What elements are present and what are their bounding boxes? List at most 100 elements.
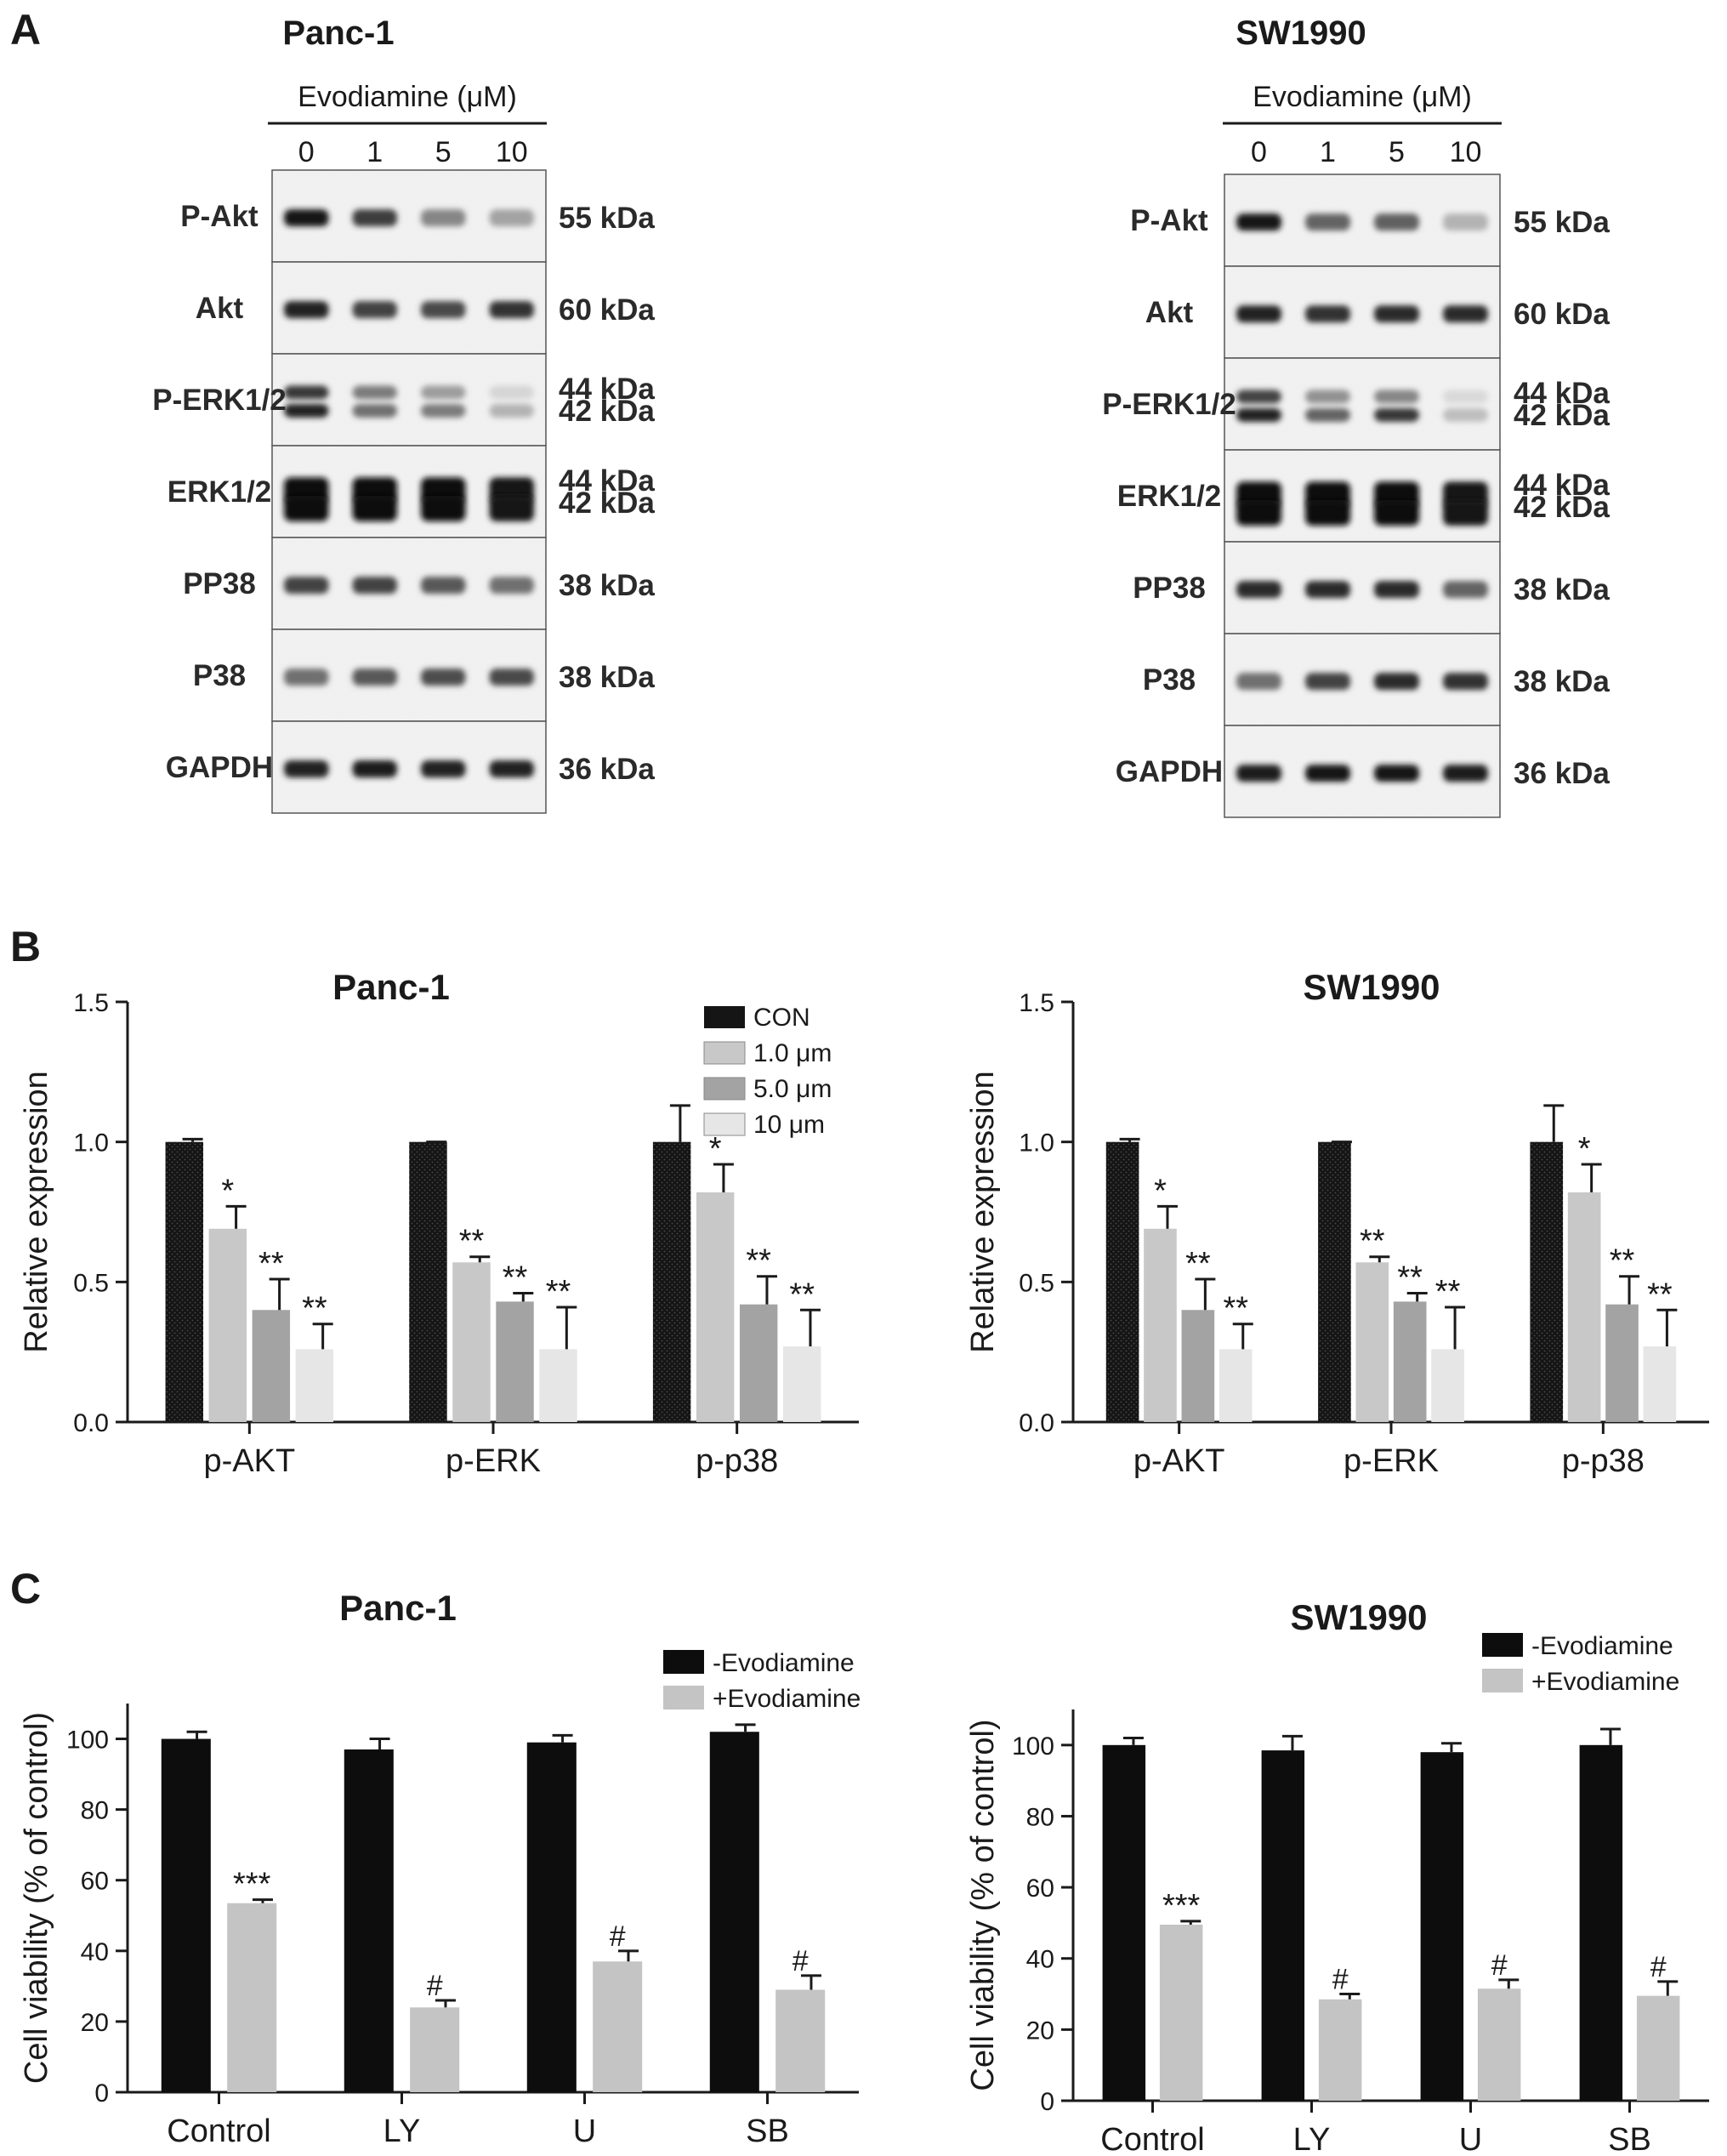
size-label: 55 kDa bbox=[1514, 206, 1610, 239]
bar bbox=[410, 2007, 460, 2092]
x-tick-label: LY bbox=[383, 2113, 421, 2149]
bar bbox=[1431, 1349, 1464, 1422]
blot-band bbox=[1236, 673, 1281, 691]
x-tick-label: p-p38 bbox=[1562, 1443, 1645, 1479]
blot-band bbox=[421, 403, 466, 418]
blot-row: P38 38 kDa bbox=[193, 629, 655, 722]
blot-band bbox=[1374, 390, 1419, 404]
blot-band bbox=[421, 385, 466, 400]
western-blot-sw1990: SW1990 Evodiamine (μM) 0 1 5 10 P-Akt 55 kDa Akt… bbox=[1102, 14, 1610, 818]
significance-mark: ** bbox=[1223, 1291, 1248, 1327]
lane-label: 10 bbox=[496, 136, 528, 168]
y-tick-label: 80 bbox=[1026, 1803, 1054, 1831]
size-label: 55 kDa bbox=[559, 202, 655, 235]
y-tick-label: 1.5 bbox=[73, 989, 109, 1017]
size-label: 36 kDa bbox=[559, 753, 655, 786]
protein-label: PP38 bbox=[1133, 572, 1206, 605]
bar bbox=[1636, 1995, 1680, 2101]
blot-band bbox=[1443, 499, 1488, 526]
bar bbox=[1643, 1346, 1677, 1422]
lane-label: 1 bbox=[1320, 136, 1336, 168]
treatment-label: Evodiamine (μM) bbox=[1253, 81, 1472, 113]
bar bbox=[1318, 1141, 1351, 1422]
legend-label: +Evodiamine bbox=[1531, 1668, 1679, 1696]
panel-letter-b: B bbox=[10, 923, 41, 970]
blot-band bbox=[1374, 765, 1419, 782]
blot-band bbox=[284, 760, 329, 778]
size-label: 36 kDa bbox=[1514, 757, 1610, 790]
significance-mark: # bbox=[1491, 1949, 1508, 1982]
protein-label: ERK1/2 bbox=[1117, 480, 1222, 513]
legend-swatch bbox=[1482, 1633, 1523, 1657]
size-label: 60 kDa bbox=[559, 293, 655, 327]
bar bbox=[539, 1349, 577, 1422]
y-tick-label: 0.0 bbox=[1019, 1409, 1054, 1437]
x-tick-label: p-ERK bbox=[1344, 1443, 1439, 1479]
blot-band bbox=[1374, 499, 1419, 526]
legend-swatch bbox=[703, 1077, 746, 1101]
legend-label: +Evodiamine bbox=[713, 1685, 861, 1713]
significance-mark: ** bbox=[746, 1243, 771, 1279]
bar bbox=[1318, 1999, 1362, 2101]
protein-label: Akt bbox=[1145, 296, 1194, 329]
protein-label: GAPDH bbox=[166, 751, 273, 784]
protein-label: P-Akt bbox=[180, 200, 258, 233]
size-label: 44 kDa bbox=[559, 373, 655, 406]
lane-label: 1 bbox=[366, 136, 383, 168]
significance-mark: * bbox=[1154, 1173, 1167, 1209]
bar bbox=[696, 1192, 735, 1422]
blot-band bbox=[1305, 213, 1350, 231]
bar bbox=[1567, 1192, 1601, 1422]
significance-mark: # bbox=[610, 1920, 626, 1953]
y-tick-label: 20 bbox=[81, 2009, 109, 2037]
blot-band bbox=[1305, 390, 1350, 404]
significance-mark: * bbox=[221, 1173, 234, 1209]
blot-row: GAPDH 36 kDa bbox=[166, 720, 655, 814]
bar bbox=[1261, 1750, 1305, 2101]
blot-row: Akt 60 kDa bbox=[1145, 265, 1610, 359]
protein-label: Akt bbox=[196, 292, 244, 325]
x-tick-label: U bbox=[1459, 2122, 1482, 2156]
bar bbox=[1144, 1228, 1177, 1422]
y-tick-label: 0.5 bbox=[73, 1269, 109, 1297]
protein-label: P38 bbox=[1143, 663, 1196, 697]
protein-label: P-ERK1/2 bbox=[152, 384, 287, 417]
blot-band bbox=[489, 760, 534, 778]
lane-label: 0 bbox=[298, 136, 315, 168]
treatment-label: Evodiamine (μM) bbox=[298, 81, 517, 113]
panel-letter-a: A bbox=[10, 6, 41, 54]
blot-row: GAPDH 36 kDa bbox=[1116, 725, 1610, 818]
blot-band bbox=[1374, 581, 1419, 599]
y-axis-label: Cell viability (% of control) bbox=[965, 1719, 1001, 2091]
legend-swatch bbox=[663, 1686, 704, 1709]
significance-mark: ** bbox=[503, 1260, 528, 1296]
blot-row: P-Akt 55 kDa bbox=[180, 169, 655, 263]
protein-label: GAPDH bbox=[1116, 755, 1223, 788]
chart-title: Panc-1 bbox=[332, 967, 450, 1007]
y-tick-label: 40 bbox=[1026, 1946, 1054, 1974]
blot-band bbox=[421, 209, 466, 227]
y-tick-label: 1.5 bbox=[1019, 989, 1054, 1017]
bar bbox=[526, 1742, 577, 2092]
blot-band bbox=[352, 668, 397, 686]
y-tick-label: 0.0 bbox=[73, 1409, 109, 1437]
y-axis-label: Relative expression bbox=[19, 1071, 54, 1353]
y-tick-label: 80 bbox=[81, 1797, 109, 1825]
y-tick-label: 0.5 bbox=[1019, 1269, 1054, 1297]
bar bbox=[227, 1903, 277, 2092]
blot-band bbox=[1443, 213, 1488, 231]
bar bbox=[1355, 1262, 1389, 1422]
significance-mark: * bbox=[709, 1131, 722, 1167]
bar bbox=[1102, 1744, 1146, 2101]
size-label: 42 kDa bbox=[559, 395, 655, 428]
bar bbox=[409, 1141, 447, 1422]
size-label: 38 kDa bbox=[1514, 665, 1610, 698]
blot-row: P-Akt 55 kDa bbox=[1130, 174, 1610, 267]
y-axis-label: Relative expression bbox=[965, 1071, 1001, 1353]
chart-title: Panc-1 bbox=[339, 1588, 457, 1628]
x-tick-label: Control bbox=[1100, 2122, 1205, 2156]
significance-mark: ** bbox=[1435, 1274, 1461, 1310]
legend-swatch bbox=[663, 1650, 704, 1674]
